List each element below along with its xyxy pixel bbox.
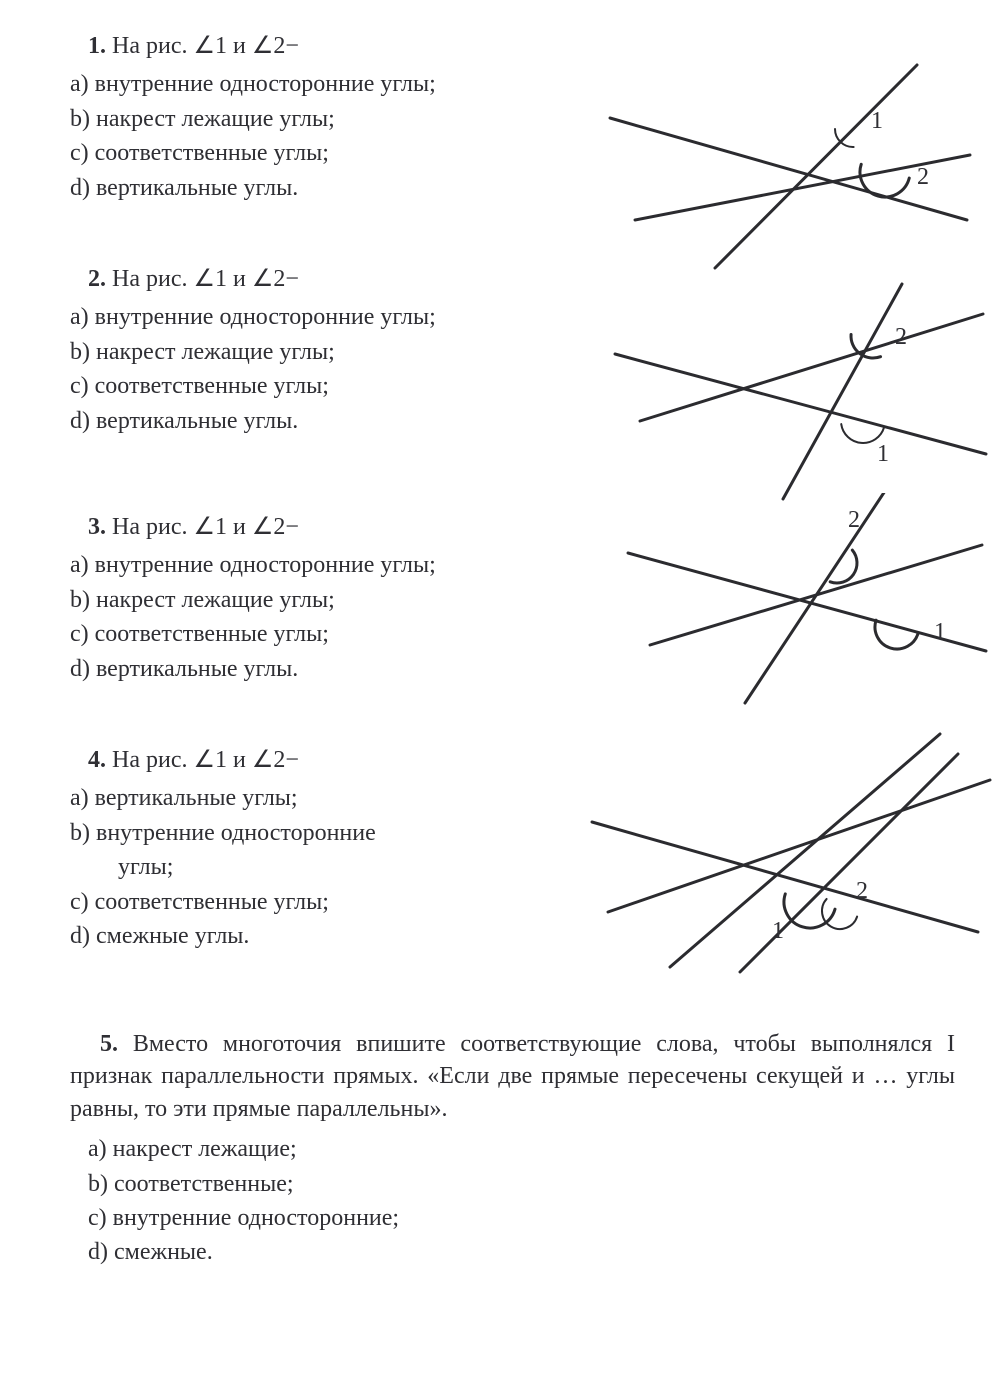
problem-2: 2. На рис. ∠1 и ∠2− a) внутренние одност… xyxy=(70,263,955,493)
problem-3-diagram: 21 xyxy=(610,493,1000,713)
svg-text:1: 1 xyxy=(772,918,784,944)
problem-2-diagram: 21 xyxy=(595,279,1000,509)
svg-text:2: 2 xyxy=(917,164,929,190)
problem-1: 1. На рис. ∠1 и ∠2− a) внутренние одност… xyxy=(70,30,955,245)
svg-text:1: 1 xyxy=(877,441,889,467)
problem-4-diagram: 21 xyxy=(580,732,1000,982)
option-c: c) внутренние односторонние; xyxy=(88,1202,955,1234)
problem-3: 3. На рис. ∠1 и ∠2− a) внутренние одност… xyxy=(70,511,955,726)
svg-text:1: 1 xyxy=(871,108,883,134)
problem-1-diagram: 12 xyxy=(595,60,995,280)
svg-text:2: 2 xyxy=(895,324,907,350)
problem-5: 5. Вместо многоточия впишите соответству… xyxy=(70,1028,955,1269)
problem-5-paragraph: 5. Вместо многоточия впишите соответству… xyxy=(70,1028,955,1125)
option-d: d) смежные. xyxy=(88,1236,955,1268)
svg-text:2: 2 xyxy=(856,878,868,904)
option-a: a) накрест лежащие; xyxy=(88,1133,955,1165)
option-b: b) соответственные; xyxy=(88,1168,955,1200)
problem-5-options: a) накрест лежащие; b) соответственные; … xyxy=(88,1133,955,1269)
svg-text:1: 1 xyxy=(934,619,946,645)
problem-4: 4. На рис. ∠1 и ∠2− a) вертикальные углы… xyxy=(70,744,955,1004)
problem-1-stem: 1. На рис. ∠1 и ∠2− xyxy=(88,30,955,62)
svg-text:2: 2 xyxy=(848,507,860,533)
page: 1. На рис. ∠1 и ∠2− a) внутренние одност… xyxy=(0,0,1000,1317)
